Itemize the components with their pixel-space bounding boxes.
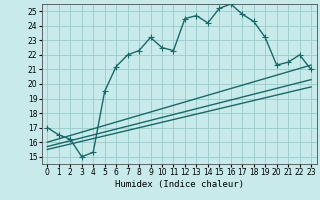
X-axis label: Humidex (Indice chaleur): Humidex (Indice chaleur) <box>115 180 244 189</box>
